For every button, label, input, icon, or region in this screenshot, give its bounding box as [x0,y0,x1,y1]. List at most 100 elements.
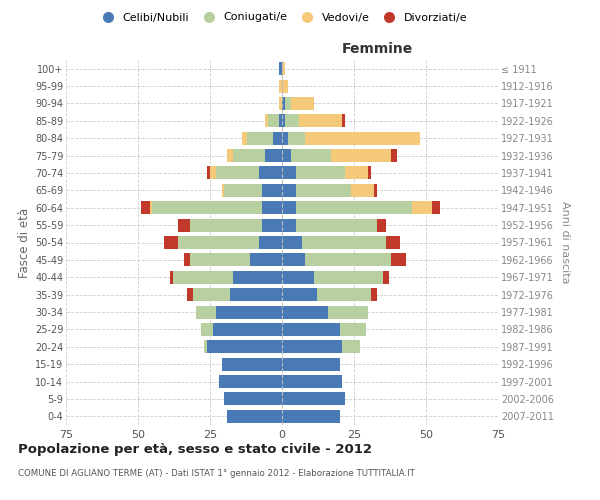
Bar [207,340,282,353]
Bar [262,201,282,214]
Bar [302,236,386,249]
Bar [216,306,282,318]
Bar [204,340,207,353]
Text: Popolazione per età, sesso e stato civile - 2012: Popolazione per età, sesso e stato civil… [18,442,372,456]
Bar [343,340,360,353]
Bar [282,323,340,336]
Bar [242,132,247,144]
Bar [412,201,432,214]
Bar [282,375,343,388]
Bar [285,114,299,128]
Bar [340,323,365,336]
Text: COMUNE DI AGLIANO TERME (AT) - Dati ISTAT 1° gennaio 2012 - Elaborazione TUTTITA: COMUNE DI AGLIANO TERME (AT) - Dati ISTA… [18,468,415,477]
Bar [265,149,282,162]
Legend: Celibi/Nubili, Coniugati/e, Vedovi/e, Divorziati/e: Celibi/Nubili, Coniugati/e, Vedovi/e, Di… [92,8,472,27]
Bar [279,97,282,110]
Bar [317,288,371,301]
Bar [227,149,233,162]
Bar [149,201,152,214]
Bar [279,80,282,92]
Bar [282,201,296,214]
Bar [288,132,305,144]
Bar [282,166,296,179]
Y-axis label: Anni di nascita: Anni di nascita [560,201,571,284]
Bar [187,288,193,301]
Bar [224,392,282,406]
Bar [173,270,233,284]
Bar [368,166,371,179]
Bar [259,166,282,179]
Bar [230,288,282,301]
Bar [279,62,282,75]
Bar [262,184,282,197]
Bar [184,254,190,266]
Bar [202,323,213,336]
Bar [152,201,262,214]
Bar [290,97,314,110]
Bar [296,218,377,232]
Bar [282,254,305,266]
Bar [296,166,346,179]
Bar [282,132,288,144]
Bar [216,166,259,179]
Bar [282,410,340,423]
Bar [299,114,343,128]
Bar [282,80,288,92]
Bar [371,288,377,301]
Bar [282,236,302,249]
Bar [221,184,224,197]
Bar [346,166,368,179]
Bar [296,184,351,197]
Bar [141,201,149,214]
Bar [224,184,262,197]
Bar [374,184,377,197]
Bar [178,218,190,232]
Bar [178,236,259,249]
Bar [170,270,173,284]
Bar [331,149,391,162]
Bar [247,132,274,144]
Bar [282,218,296,232]
Bar [282,97,285,110]
Y-axis label: Fasce di età: Fasce di età [17,208,31,278]
Bar [282,62,285,75]
Bar [282,184,296,197]
Bar [282,149,290,162]
Bar [210,166,216,179]
Bar [190,254,250,266]
Bar [282,114,285,128]
Bar [250,254,282,266]
Bar [259,236,282,249]
Bar [268,114,279,128]
Bar [296,201,412,214]
Bar [351,184,374,197]
Bar [282,358,340,370]
Bar [328,306,368,318]
Bar [196,306,216,318]
Bar [282,340,343,353]
Bar [218,375,282,388]
Bar [383,270,389,284]
Bar [227,410,282,423]
Bar [305,254,391,266]
Text: Femmine: Femmine [341,42,413,56]
Bar [193,288,230,301]
Bar [279,114,282,128]
Bar [274,132,282,144]
Bar [432,201,440,214]
Bar [343,114,346,128]
Bar [282,270,314,284]
Bar [314,270,383,284]
Bar [285,97,290,110]
Bar [391,149,397,162]
Bar [190,218,262,232]
Bar [233,270,282,284]
Bar [233,149,265,162]
Bar [282,288,317,301]
Bar [290,149,331,162]
Bar [305,132,420,144]
Bar [282,306,328,318]
Bar [265,114,268,128]
Bar [377,218,386,232]
Bar [213,323,282,336]
